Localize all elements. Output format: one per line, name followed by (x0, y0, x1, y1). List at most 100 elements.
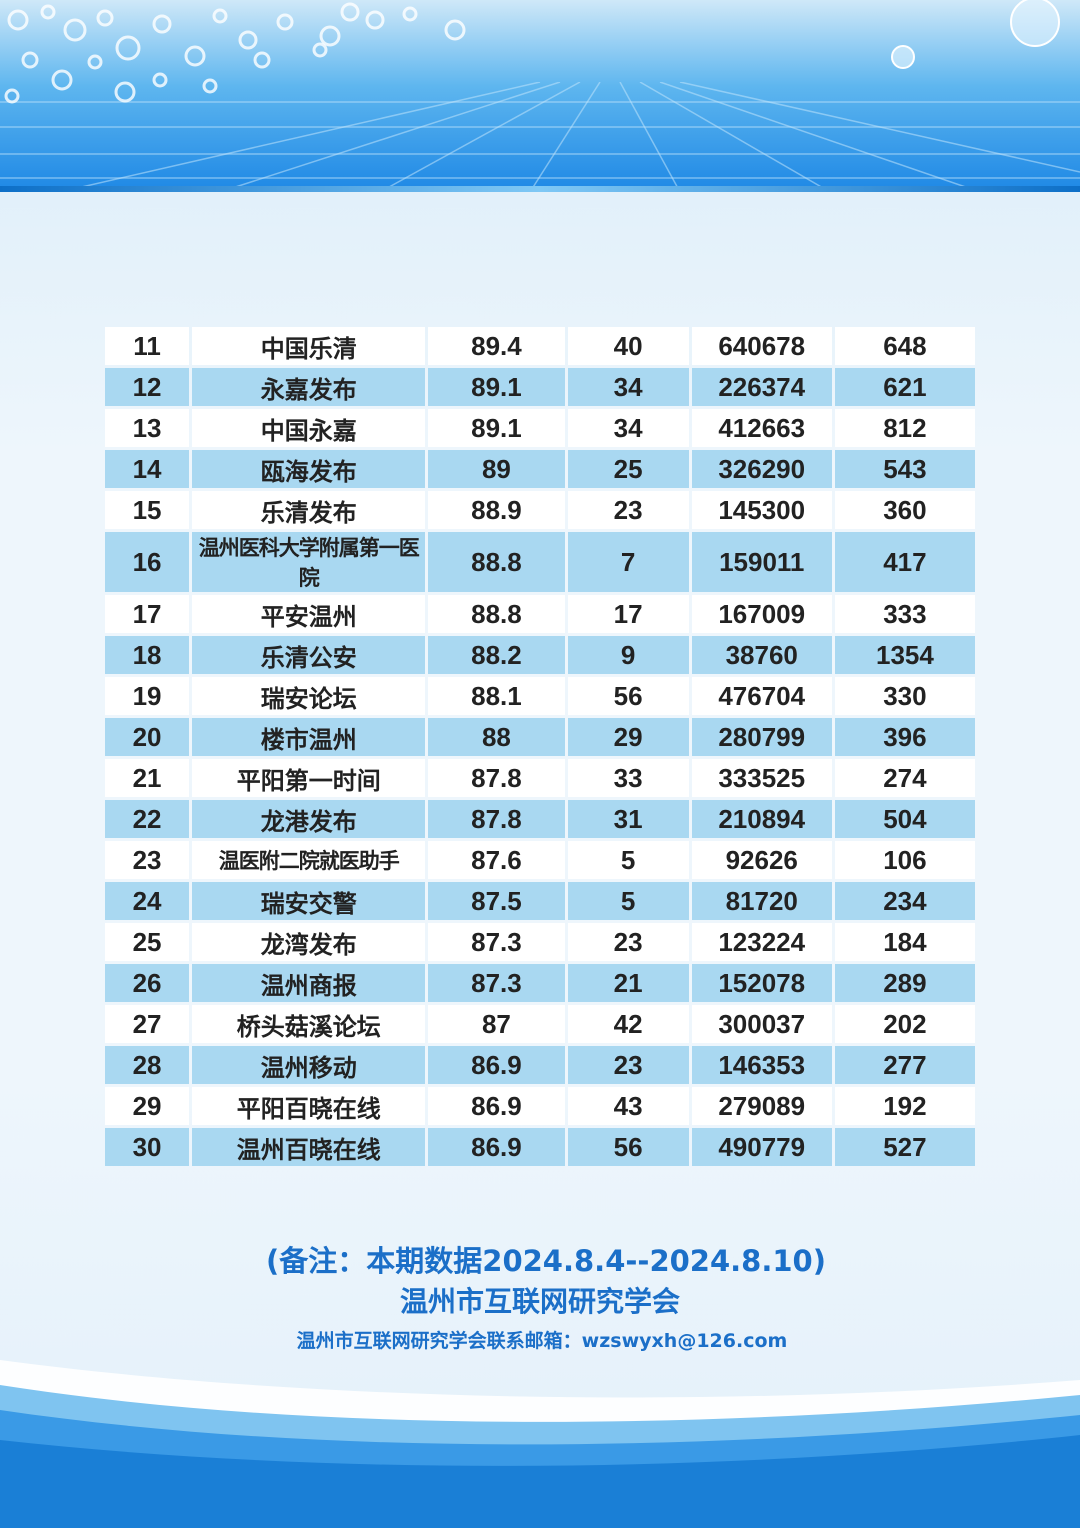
rank-cell: 28 (105, 1046, 190, 1084)
rank-cell: 20 (105, 718, 190, 756)
read-count-cell: 159011 (691, 532, 832, 592)
like-count-cell: 234 (834, 882, 975, 920)
like-count-cell: 648 (834, 327, 975, 365)
account-name-cell: 温州百晓在线 (192, 1128, 426, 1166)
index-score-cell: 87 (428, 1005, 565, 1043)
like-count-cell: 360 (834, 491, 975, 529)
index-score-cell: 88 (428, 718, 565, 756)
post-count-cell: 25 (567, 450, 689, 488)
table-row: 13 中国永嘉 89.1 34 412663 812 (105, 409, 975, 447)
bubbles-decoration (4, 0, 1060, 104)
table-row: 27 桥头菇溪论坛 87 42 300037 202 (105, 1005, 975, 1043)
account-name-cell: 中国永嘉 (192, 409, 426, 447)
account-name-cell: 龙湾发布 (192, 923, 426, 961)
account-name-cell: 楼市温州 (192, 718, 426, 756)
index-score-cell: 87.3 (428, 964, 565, 1002)
like-count-cell: 527 (834, 1128, 975, 1166)
rank-cell: 13 (105, 409, 190, 447)
table-row: 24 瑞安交警 87.5 5 81720 234 (105, 882, 975, 920)
post-count-cell: 29 (567, 718, 689, 756)
account-name-cell: 平阳第一时间 (192, 759, 426, 797)
index-score-cell: 88.1 (428, 677, 565, 715)
contact-email-line: 温州市互联网研究学会联系邮箱：wzswyxh@126.com (296, 1330, 788, 1352)
like-count-cell: 330 (834, 677, 975, 715)
table-row: 18 乐清公安 88.2 9 38760 1354 (105, 636, 975, 674)
account-name-cell: 永嘉发布 (192, 368, 426, 406)
account-name-cell: 龙港发布 (192, 800, 426, 838)
like-count-cell: 621 (834, 368, 975, 406)
bottom-wave-decoration (0, 1360, 1080, 1528)
table-row: 15 乐清发布 88.9 23 145300 360 (105, 491, 975, 529)
account-name-cell: 瑞安交警 (192, 882, 426, 920)
read-count-cell: 333525 (691, 759, 832, 797)
account-name-cell: 桥头菇溪论坛 (192, 1005, 426, 1043)
account-name-cell: 平安温州 (192, 595, 426, 633)
post-count-cell: 34 (567, 368, 689, 406)
post-count-cell: 40 (567, 327, 689, 365)
table-row: 23 温医附二院就医助手 87.6 5 92626 106 (105, 841, 975, 879)
read-count-cell: 152078 (691, 964, 832, 1002)
read-count-cell: 38760 (691, 636, 832, 674)
rank-cell: 18 (105, 636, 190, 674)
read-count-cell: 92626 (691, 841, 832, 879)
post-count-cell: 42 (567, 1005, 689, 1043)
post-count-cell: 5 (567, 841, 689, 879)
account-name-cell: 温州商报 (192, 964, 426, 1002)
like-count-cell: 1354 (834, 636, 975, 674)
like-count-cell: 184 (834, 923, 975, 961)
grid-decoration (0, 82, 1080, 192)
rank-cell: 21 (105, 759, 190, 797)
table-row: 19 瑞安论坛 88.1 56 476704 330 (105, 677, 975, 715)
rank-cell: 22 (105, 800, 190, 838)
read-count-cell: 326290 (691, 450, 832, 488)
post-count-cell: 56 (567, 1128, 689, 1166)
read-count-cell: 210894 (691, 800, 832, 838)
like-count-cell: 333 (834, 595, 975, 633)
account-name-cell: 温医附二院就医助手 (192, 841, 426, 879)
rank-cell: 23 (105, 841, 190, 879)
read-count-cell: 167009 (691, 595, 832, 633)
index-score-cell: 89 (428, 450, 565, 488)
table-row: 14 瓯海发布 89 25 326290 543 (105, 450, 975, 488)
table-row: 28 温州移动 86.9 23 146353 277 (105, 1046, 975, 1084)
like-count-cell: 106 (834, 841, 975, 879)
post-count-cell: 17 (567, 595, 689, 633)
account-name-cell: 乐清公安 (192, 636, 426, 674)
header-banner (0, 0, 1080, 192)
index-score-cell: 88.8 (428, 532, 565, 592)
rank-cell: 11 (105, 327, 190, 365)
read-count-cell: 81720 (691, 882, 832, 920)
account-name-cell: 瓯海发布 (192, 450, 426, 488)
post-count-cell: 23 (567, 923, 689, 961)
read-count-cell: 226374 (691, 368, 832, 406)
read-count-cell: 279089 (691, 1087, 832, 1125)
read-count-cell: 490779 (691, 1128, 832, 1166)
like-count-cell: 396 (834, 718, 975, 756)
table-row: 22 龙港发布 87.8 31 210894 504 (105, 800, 975, 838)
rank-cell: 12 (105, 368, 190, 406)
index-score-cell: 88.9 (428, 491, 565, 529)
account-name-cell: 瑞安论坛 (192, 677, 426, 715)
post-count-cell: 5 (567, 882, 689, 920)
like-count-cell: 543 (834, 450, 975, 488)
table-row: 21 平阳第一时间 87.8 33 333525 274 (105, 759, 975, 797)
table-row: 11 中国乐清 89.4 40 640678 648 (105, 327, 975, 365)
rank-cell: 14 (105, 450, 190, 488)
index-score-cell: 87.8 (428, 759, 565, 797)
organization-name: 温州市互联网研究学会 (399, 1285, 680, 1318)
index-score-cell: 86.9 (428, 1128, 565, 1166)
account-name-cell: 中国乐清 (192, 327, 426, 365)
index-score-cell: 87.5 (428, 882, 565, 920)
like-count-cell: 289 (834, 964, 975, 1002)
ranking-table: 11 中国乐清 89.4 40 640678 648 12 永嘉发布 89.1 34 226374 6… (102, 324, 978, 1169)
like-count-cell: 274 (834, 759, 975, 797)
table-row: 29 平阳百晓在线 86.9 43 279089 192 (105, 1087, 975, 1125)
account-name-cell: 乐清发布 (192, 491, 426, 529)
like-count-cell: 202 (834, 1005, 975, 1043)
table-row: 16 温州医科大学附属第一医院 88.8 7 159011 417 (105, 532, 975, 592)
index-score-cell: 87.3 (428, 923, 565, 961)
read-count-cell: 640678 (691, 327, 832, 365)
header-divider (0, 186, 1080, 192)
index-score-cell: 86.9 (428, 1087, 565, 1125)
read-count-cell: 123224 (691, 923, 832, 961)
